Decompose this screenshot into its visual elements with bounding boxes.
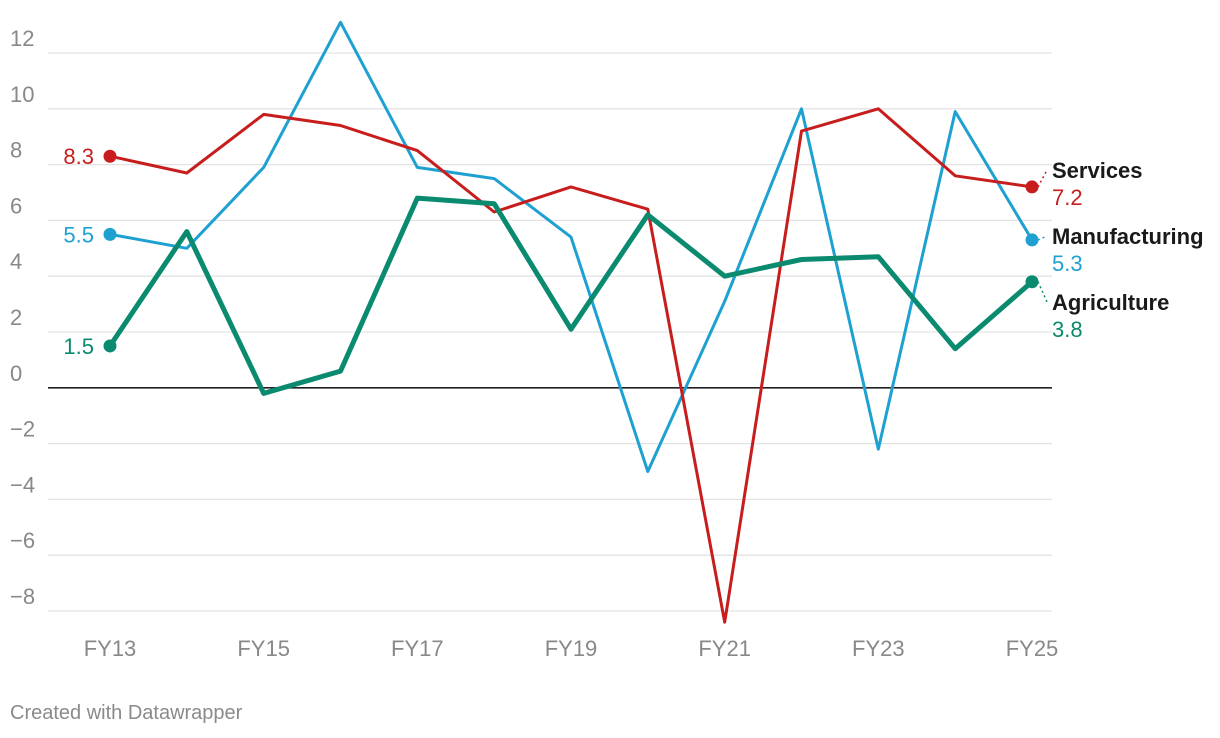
start-point-manufacturing <box>103 227 117 241</box>
end-point-services <box>1025 180 1039 194</box>
end-value-label: 5.3 <box>1052 251 1083 276</box>
y-tick-label: −4 <box>10 472 35 497</box>
x-tick-label: FY19 <box>545 636 598 661</box>
series-name-label: Services <box>1052 158 1143 183</box>
end-label-connector <box>1037 235 1048 241</box>
y-tick-label: −8 <box>10 584 35 609</box>
end-label-connector <box>1037 281 1048 303</box>
y-tick-label: 8 <box>10 138 22 163</box>
start-point-agriculture <box>103 339 117 353</box>
y-tick-label: 6 <box>10 193 22 218</box>
x-axis-tick-labels: FY13 FY15 FY17 FY19 FY21 FY23 FY25 <box>84 636 1059 661</box>
y-tick-label: 0 <box>10 361 22 386</box>
y-tick-label: 10 <box>10 82 34 107</box>
start-value-label: 8.3 <box>63 144 94 169</box>
x-tick-label: FY15 <box>237 636 290 661</box>
series-name-label: Manufacturing <box>1052 224 1204 249</box>
y-tick-label: −2 <box>10 417 35 442</box>
start-value-label: 5.5 <box>63 222 94 247</box>
grid: 12 10 8 6 4 2 0 −2 −4 −6 −8 <box>10 26 1052 612</box>
series-line-services <box>108 107 1034 624</box>
x-tick-label: FY21 <box>698 636 751 661</box>
end-value-label: 3.8 <box>1052 317 1083 342</box>
y-tick-label: 12 <box>10 26 34 51</box>
end-label-connector <box>1037 169 1048 188</box>
end-point-manufacturing <box>1025 233 1039 247</box>
series-end-points <box>103 149 1039 353</box>
series-name-label: Agriculture <box>1052 290 1169 315</box>
series-lines <box>107 20 1035 624</box>
series-line-manufacturing <box>108 20 1034 473</box>
x-tick-label: FY17 <box>391 636 444 661</box>
x-tick-label: FY23 <box>852 636 905 661</box>
x-tick-label: FY13 <box>84 636 137 661</box>
start-point-services <box>103 149 117 163</box>
end-point-agriculture <box>1025 275 1039 289</box>
start-value-label: 1.5 <box>63 334 94 359</box>
x-tick-label: FY25 <box>1006 636 1059 661</box>
y-tick-label: 4 <box>10 249 22 274</box>
end-value-label: 7.2 <box>1052 185 1083 210</box>
series-line-agriculture <box>107 195 1035 396</box>
footer-credit: Created with Datawrapper <box>10 702 243 724</box>
y-tick-label: 2 <box>10 305 22 330</box>
y-tick-label: −6 <box>10 528 35 553</box>
